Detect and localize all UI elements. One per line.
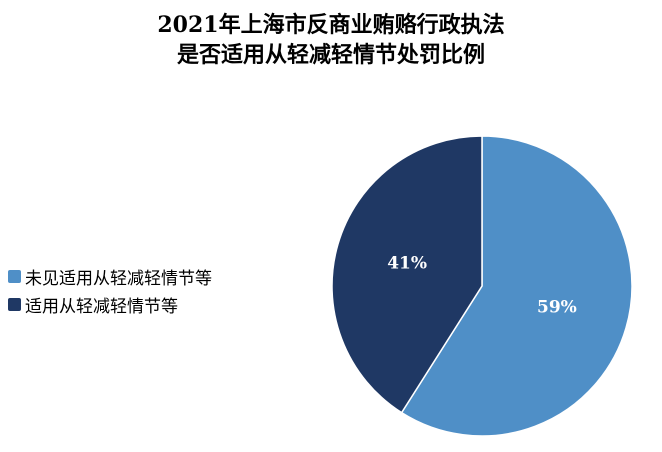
pie-label-not-applied: 59%	[537, 297, 577, 317]
legend: 未见适用从轻减轻情节等 适用从轻减轻情节等	[8, 262, 212, 318]
chart-title-line-1: 2021年上海市反商业贿赂行政执法	[157, 12, 505, 38]
pie-slice-applied	[331, 135, 483, 414]
pie-label-applied: 41%	[387, 254, 427, 274]
chart-title-line-2: 是否适用从轻减轻情节处罚比例	[176, 42, 485, 68]
legend-label-applied: 适用从轻减轻情节等	[25, 296, 178, 317]
legend-swatch-not-applied	[8, 269, 21, 283]
legend-swatch-applied	[8, 297, 21, 311]
legend-item-not-applied: 未见适用从轻减轻情节等	[8, 262, 212, 290]
legend-item-applied: 适用从轻减轻情节等	[8, 290, 212, 318]
pie-slice-not-applied	[400, 135, 633, 437]
legend-label-not-applied: 未见适用从轻减轻情节等	[25, 268, 212, 289]
chart-title: 2021年上海市反商业贿赂行政执法 是否适用从轻减轻情节处罚比例	[0, 10, 662, 70]
